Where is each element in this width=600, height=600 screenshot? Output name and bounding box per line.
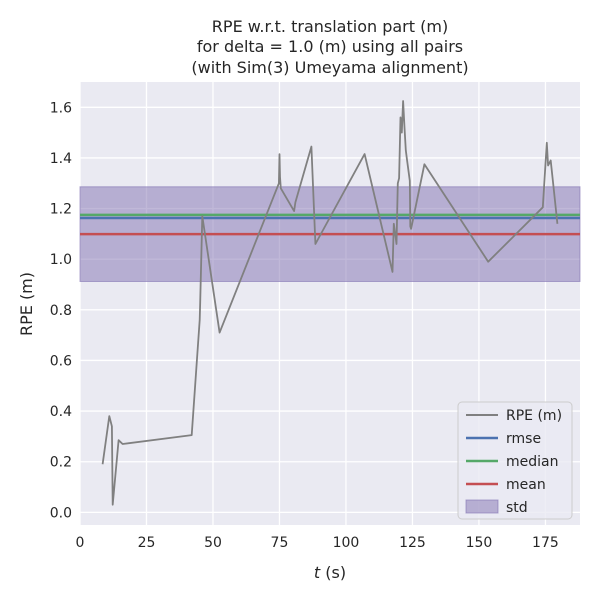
x-tick-label: 50 [204, 535, 222, 551]
legend-label-rmse: rmse [506, 431, 541, 447]
chart-title-line-3: (with Sim(3) Umeyama alignment) [191, 58, 468, 77]
x-tick-label: 150 [466, 535, 493, 551]
x-tick-label: 25 [138, 535, 156, 551]
y-tick-label: 1.4 [50, 151, 72, 167]
x-tick-label: 75 [271, 535, 289, 551]
y-tick-labels: 0.0 0.2 0.4 0.6 0.8 1.0 1.2 1.4 1.6 [50, 100, 72, 521]
y-tick-label: 0.6 [50, 353, 72, 369]
legend-label-std: std [506, 500, 528, 516]
chart-title-line-1: RPE w.r.t. translation part (m) [212, 17, 448, 36]
y-tick-label: 0.0 [50, 505, 72, 521]
legend-label-median: median [506, 454, 558, 470]
legend-label-mean: mean [506, 477, 546, 493]
y-tick-label: 0.2 [50, 455, 72, 471]
rpe-series-layer [101, 100, 559, 506]
x-tick-label: 125 [399, 535, 426, 551]
x-axis-label: t (s) [314, 563, 346, 582]
y-tick-label: 1.6 [50, 100, 72, 116]
y-tick-label: 0.4 [50, 404, 72, 420]
legend: RPE (m) rmse median mean std [457, 401, 573, 520]
y-tick-label: 0.8 [50, 303, 72, 319]
x-tick-labels: 0 25 50 75 100 125 150 175 [76, 535, 559, 551]
chart-title-line-2: for delta = 1.0 (m) using all pairs [197, 37, 463, 56]
y-axis-label: RPE (m) [17, 272, 36, 336]
y-tick-label: 1.2 [50, 202, 72, 218]
y-tick-label: 1.0 [50, 252, 72, 268]
x-tick-label: 0 [76, 535, 85, 551]
legend-swatch-std [465, 499, 499, 514]
legend-box [457, 401, 573, 520]
legend-label-rpe: RPE (m) [506, 408, 562, 424]
x-tick-label: 100 [333, 535, 360, 551]
rpe-series-line [101, 100, 559, 506]
x-tick-label: 175 [532, 535, 559, 551]
